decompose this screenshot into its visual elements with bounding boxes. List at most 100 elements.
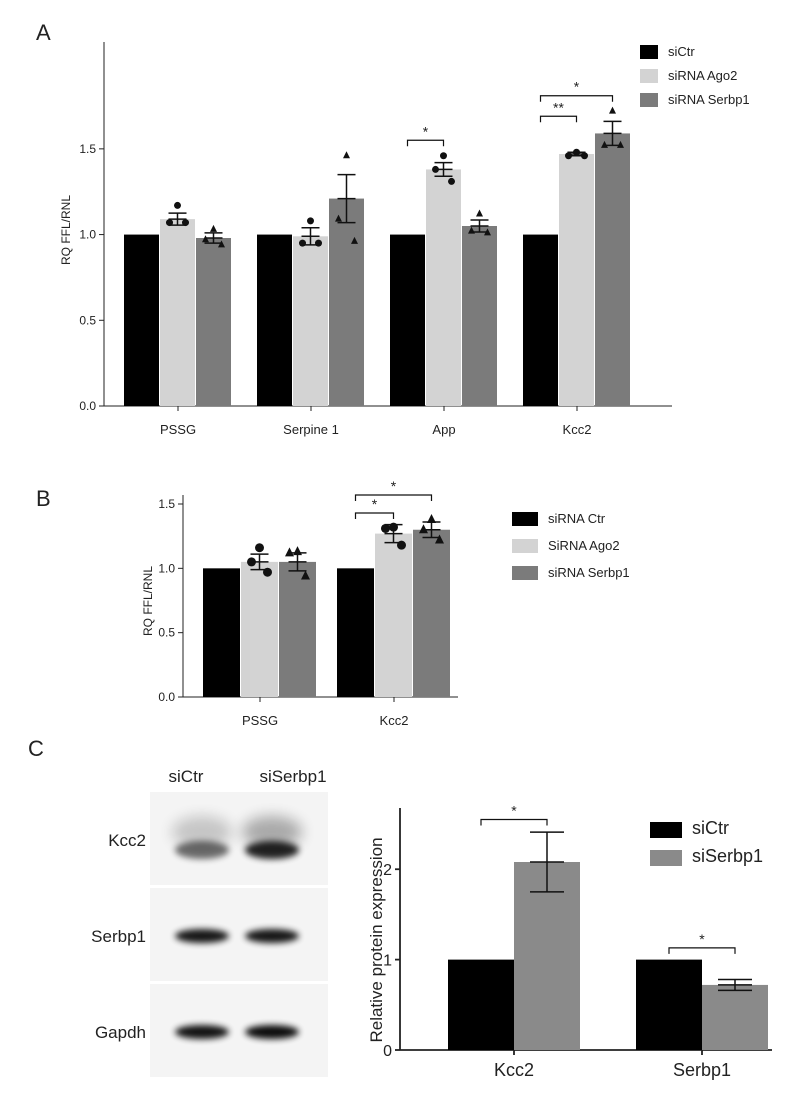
panel-b-legend-label-sirna-ago2: SiRNA Ago2 [548,538,620,553]
blot-row-label-gapdh: Gapdh [95,1023,146,1042]
panel-a-bar-sirna-serbp1-kcc2 [595,133,630,406]
panel-b-legend-swatch-sirna-serbp1 [512,566,538,580]
panel-a-data-point [573,148,580,156]
panel-a-data-point [299,239,306,247]
blot-band-smear [172,816,232,848]
panel-a-data-point [307,217,314,225]
panel-a-significance-bracket [539,115,578,123]
panel-b-data-point [419,524,428,534]
western-blot: siCtr siSerbp1 Kcc2 Serbp1 Gapdh [91,767,328,1077]
panel-a-significance-bracket [539,95,614,102]
panel-a-data-point [565,152,572,160]
panel-a-category-label-app: App [432,422,455,437]
panel-c-significance-label: * [511,803,517,819]
panel-a-data-point [174,201,181,209]
panel-a-legend-label-sirna-serbp1: siRNA Serbp1 [668,92,750,107]
panel-b-y-tick-label: 1.0 [158,561,175,575]
panel-a-data-point [617,140,624,148]
panel-c-bar-siserbp1-serbp1 [702,984,768,1050]
panel-a-data-point [468,226,475,234]
panel-b-y-tick-label: 1.5 [158,497,175,511]
panel-b-data-point [247,557,256,567]
panel-b-y-tick-label: 0.5 [158,626,175,640]
panel-a-significance-label: * [574,79,580,95]
panel-a-chart: A RQ FFL/RNL 0.0 0.5 1.0 1.5 PSSG Serpine 1 Ap… [36,20,750,437]
panel-a-bar-sictr-app [390,234,425,406]
panel-a-data-point [315,239,322,247]
panel-b-legend-label-sirna-ctr: siRNA Ctr [548,511,606,526]
panel-b-category-label-kcc2: Kcc2 [380,713,409,728]
panel-b-chart: B RQ FFL/RNL 0.0 0.5 1.0 1.5 PSSG Kcc2 * * siRNA… [36,478,630,728]
panel-b-bar-sirna-serbp1-pssg [279,561,316,697]
panel-a-bar-sictr-pssg [124,234,159,406]
panel-b-legend-swatch-sirna-ago2 [512,539,538,553]
panel-a-significance-bracket [406,139,445,147]
panel-c-legend-swatch-sictr [650,822,682,838]
blot-band-kcc2-siserbp1 [245,841,299,859]
panel-a-bar-sirna-ago2-pssg [160,219,195,406]
panel-a-bar-sirna-ago2-serpine-1 [293,236,328,406]
panel-a-data-point [432,165,439,173]
panel-a-legend-label-sirna-ago2: siRNA Ago2 [668,68,737,83]
blot-band-smear [242,816,302,848]
panel-a-y-tick-label: 1.5 [79,142,96,156]
panel-a-bar-sirna-ago2-kcc2 [559,154,594,406]
blot-band-serbp1-siserbp1 [245,929,299,943]
panel-a-data-point [609,106,616,114]
panel-a-data-point [335,214,342,222]
panel-a-data-point [351,236,358,244]
panel-a-data-point [601,140,608,148]
panel-a-bar-sictr-serpine-1 [257,234,292,406]
panel-c-y-tick-label: 1 [383,953,392,970]
panel-b-y-tick-label: 0.0 [158,690,175,704]
panel-b-legend-label-sirna-serbp1: siRNA Serbp1 [548,565,630,580]
panel-c-y-tick-label: 0 [383,1043,392,1060]
blot-row-label-kcc2: Kcc2 [108,831,146,850]
panel-c-significance-label: * [699,931,705,947]
panel-b-category-label-pssg: PSSG [242,713,278,728]
panel-label-c: C [28,736,44,761]
panel-b-significance-bracket [354,512,395,520]
panel-a-bar-sirna-ago2-app [426,169,461,406]
panel-a-data-point [202,235,209,243]
panel-b-data-point [293,546,302,556]
panel-c-bar-siserbp1-kcc2 [514,862,580,1050]
panel-a-data-point [218,240,225,248]
panel-b-data-point [255,543,264,553]
blot-column-label-siserbp1: siSerbp1 [259,767,326,786]
panel-a-data-point [182,219,189,227]
panel-a-y-tick-label: 0.0 [79,399,96,413]
panel-a-data-point [448,177,455,185]
panel-a-significance-label: * [423,123,429,139]
panel-b-significance-label: * [372,496,378,512]
panel-c-category-label-kcc2: Kcc2 [494,1060,534,1080]
panel-a-data-point [343,151,350,159]
panel-b-significance-label: * [391,478,397,494]
panel-c-y-tick-label: 2 [383,862,392,879]
panel-a-data-point [581,152,588,160]
panel-b-data-point [435,534,444,544]
panel-c-legend-label-sictr: siCtr [692,818,729,838]
panel-c: C siCtr siSerbp1 Kcc2 Serbp1 Gapdh Relative … [28,736,772,1080]
panel-c-y-axis-label: Relative protein expression [367,837,386,1042]
panel-b-data-point [397,540,406,550]
panel-a-legend-swatch-sirna-serbp1 [640,93,658,107]
panel-a-category-label-serpine-1: Serpine 1 [283,422,339,437]
panel-a-y-tick-label: 1.0 [79,228,96,242]
panel-c-legend-label-siserbp1: siSerbp1 [692,846,763,866]
panel-a-y-axis-label: RQ FFL/RNL [59,195,73,265]
panel-b-data-point [427,513,436,523]
panel-b-data-point [381,523,390,533]
panel-a-data-point [440,152,447,160]
panel-c-bar-sictr-kcc2 [448,959,514,1050]
panel-a-data-point [166,219,173,227]
blot-band-gapdh-siserbp1 [245,1025,299,1039]
panel-b-data-point [301,570,310,580]
panel-b-y-axis-label: RQ FFL/RNL [141,566,155,636]
panel-b-plot-area: 0.0 0.5 1.0 1.5 PSSG Kcc2 * * siRNA Ctr SiRNA Ago… [158,478,629,728]
panel-a-legend-swatch-sirna-ago2 [640,69,658,83]
panel-b-data-point [263,567,272,577]
panel-c-significance-bracket [668,947,736,954]
panel-label-b: B [36,486,51,511]
